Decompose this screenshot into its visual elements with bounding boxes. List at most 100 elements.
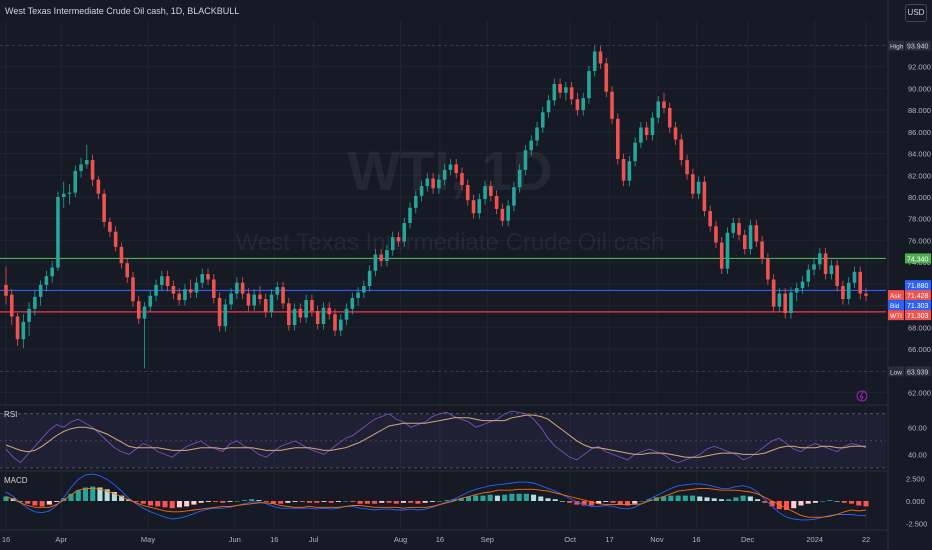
macd-histogram-bar <box>740 495 746 501</box>
macd-histogram-bar <box>567 501 573 503</box>
macd-histogram-bar <box>184 501 190 507</box>
candle-body <box>616 118 620 159</box>
extreme-tag-label: High <box>890 44 904 51</box>
price-tag-name: WTI <box>890 313 902 320</box>
time-tick-label: Oct <box>564 535 577 544</box>
price-tick-label: 62.000 <box>908 388 931 397</box>
candle-body <box>760 241 764 259</box>
level-value-bg <box>905 253 931 264</box>
candle-body <box>246 293 251 306</box>
candle-body <box>304 300 308 318</box>
candle-body <box>177 293 181 301</box>
candle-body <box>535 127 539 141</box>
candle-body <box>27 308 31 322</box>
candle-body <box>33 296 37 309</box>
candle-body <box>281 287 285 304</box>
macd-histogram-bar <box>17 501 23 502</box>
macd-tick-label: 2.500 <box>906 475 925 484</box>
time-tick-label: Aug <box>394 535 407 544</box>
candle-body <box>136 301 141 319</box>
macd-histogram-bar <box>458 498 464 501</box>
candle-body <box>835 265 839 286</box>
candle-body <box>460 173 464 186</box>
time-tick-label: 16 <box>436 535 444 544</box>
price-tag-name-bg <box>888 290 904 301</box>
macd-histogram-bar <box>364 501 370 504</box>
macd-histogram-bar <box>437 501 443 502</box>
macd-histogram-bar <box>494 495 500 501</box>
macd-histogram-bar <box>682 495 688 501</box>
candle-body <box>269 294 274 313</box>
candle-body <box>240 282 245 294</box>
macd-histogram-bar <box>350 501 356 502</box>
macd-tick-label: -2.500 <box>906 520 927 529</box>
candle-body <box>15 316 20 340</box>
macd-histogram-bar <box>140 501 146 504</box>
extreme-value-bg <box>905 40 931 51</box>
macd-histogram-bar <box>726 499 732 501</box>
candle-body <box>431 178 435 189</box>
rsi-tick-label: 60.00 <box>908 423 927 432</box>
macd-histogram-bar <box>473 495 479 501</box>
time-tick-label: 16 <box>2 535 10 544</box>
candle-body <box>67 192 72 194</box>
candle-body <box>298 308 303 318</box>
macd-histogram-bar <box>559 501 565 502</box>
time-tick-label: Sep <box>481 535 494 544</box>
candle-body <box>9 294 14 317</box>
candle-body <box>673 127 678 140</box>
candle-body <box>160 276 164 285</box>
macd-histogram-bar <box>278 501 284 504</box>
macd-histogram-bar <box>205 501 211 502</box>
macd-histogram-bar <box>111 492 117 501</box>
candle-body <box>379 254 383 262</box>
candle-body <box>754 225 759 242</box>
macd-histogram-bar <box>856 501 862 506</box>
macd-histogram-bar <box>668 495 674 501</box>
candle-body <box>604 63 609 92</box>
time-tick-label: 22 <box>862 535 870 544</box>
price-tag-name: Ask <box>890 293 902 300</box>
extreme-value-label: 63.939 <box>907 369 929 376</box>
price-tag-value: 71.303 <box>907 303 929 310</box>
candle-body <box>21 321 26 340</box>
candle-body <box>806 269 811 282</box>
extreme-tag-bg <box>888 366 904 377</box>
candle-body <box>656 101 661 118</box>
candle-body <box>194 282 199 293</box>
candle-body <box>708 211 712 227</box>
candle-body <box>171 286 176 294</box>
candle-body <box>610 91 614 119</box>
macd-histogram-bar <box>487 494 493 501</box>
candle-body <box>783 293 787 314</box>
candle-body <box>113 231 118 247</box>
candle-body <box>540 112 545 128</box>
candle-body <box>223 304 228 327</box>
macd-histogram-bar <box>646 499 652 501</box>
time-tick-label: Jun <box>229 535 241 544</box>
time-tick-label: Nov <box>650 535 664 544</box>
macd-histogram-bar <box>704 497 710 501</box>
macd-histogram-bar <box>191 501 197 505</box>
candle-body <box>714 226 718 243</box>
macd-histogram-bar <box>133 501 139 502</box>
candle-body <box>471 200 476 214</box>
macd-histogram-bar <box>314 501 320 503</box>
candle-body <box>217 297 222 327</box>
candle-body <box>644 127 649 136</box>
macd-histogram-bar <box>75 490 81 501</box>
macd-tick-label: 0.000 <box>906 497 925 506</box>
time-tick-label: 17 <box>605 535 613 544</box>
macd-histogram-bar <box>256 500 262 501</box>
price-tag-value: 71.428 <box>907 293 929 300</box>
macd-histogram-bar <box>220 501 226 503</box>
candle-body <box>206 274 210 280</box>
candle-body <box>564 87 568 93</box>
candle-body <box>188 289 193 293</box>
macd-histogram-bar <box>176 501 182 508</box>
candle-body <box>367 270 372 286</box>
candle-body <box>425 178 430 187</box>
currency-button[interactable]: USD <box>905 4 927 22</box>
macd-histogram-bar <box>451 499 457 501</box>
